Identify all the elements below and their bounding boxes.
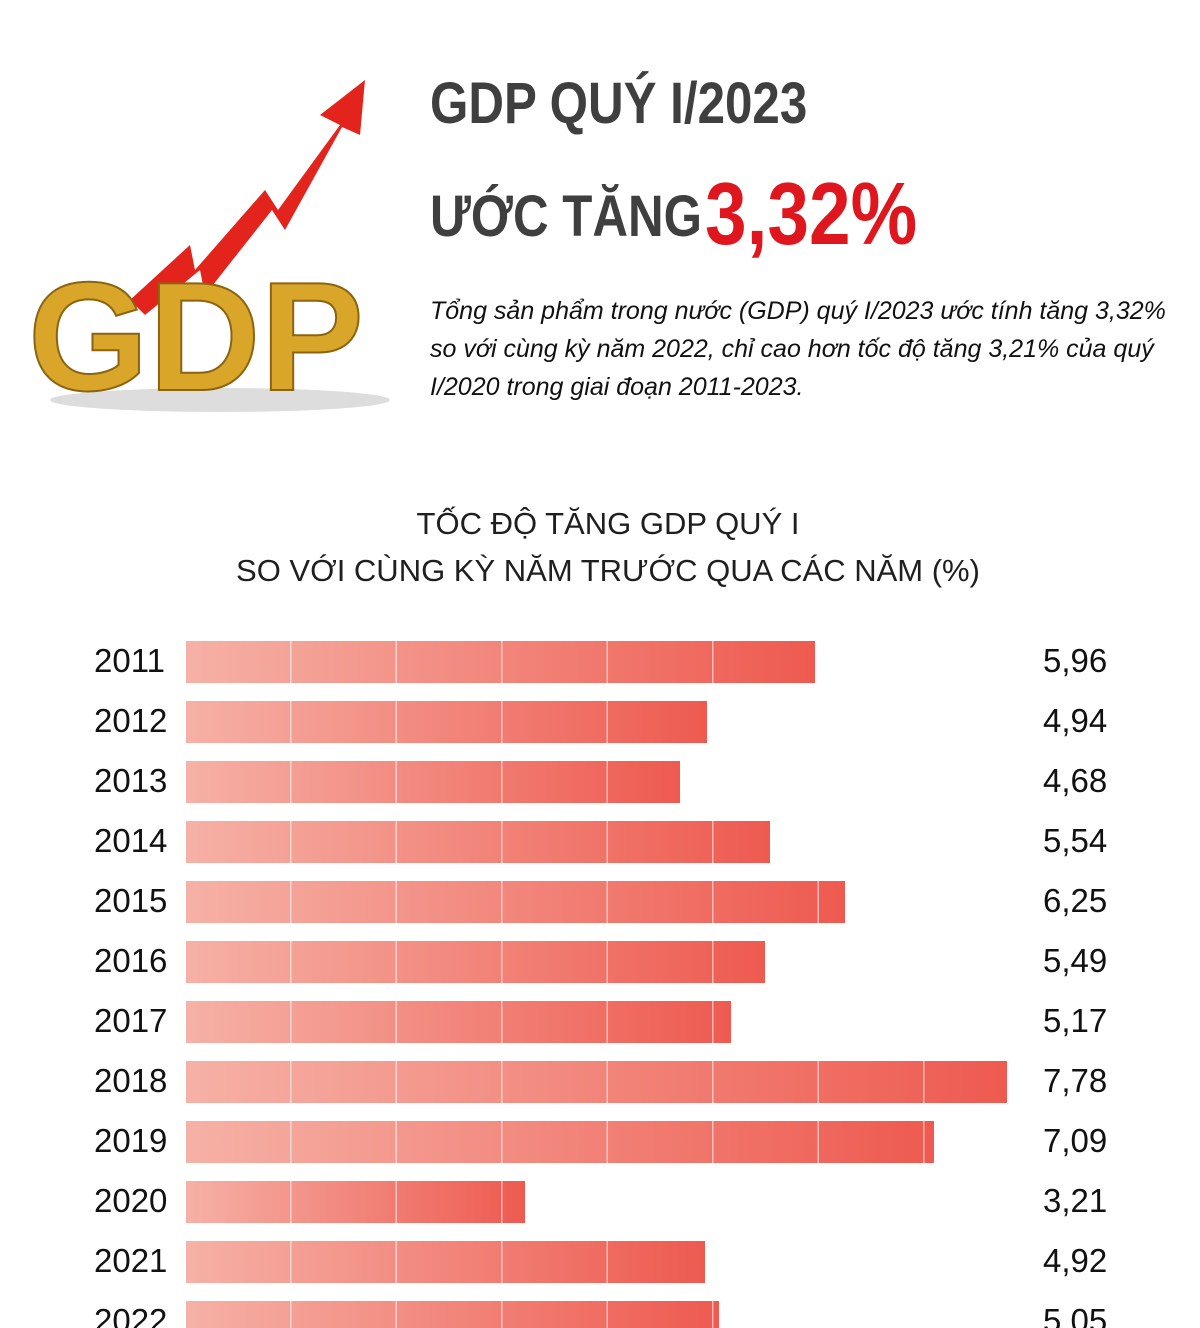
bar (186, 1181, 525, 1223)
value-label: 7,78 (1043, 1062, 1108, 1099)
value-label: 4,92 (1043, 1242, 1108, 1279)
value-label: 4,94 (1043, 702, 1108, 739)
bar (186, 1121, 934, 1163)
title: GDP QUÝ I/2023 (430, 71, 808, 136)
category-label: 2012 (94, 702, 168, 739)
logo-text: GDP (28, 250, 364, 420)
highlight: 3,32% (705, 164, 918, 263)
value-label: 5,54 (1043, 822, 1108, 859)
bar (186, 1001, 732, 1043)
bar (186, 821, 771, 863)
value-label: 5,17 (1043, 1002, 1108, 1039)
category-label: 2015 (94, 882, 168, 919)
bar (186, 881, 846, 923)
lead: ƯỚC TĂNG (430, 184, 702, 249)
arrow (130, 80, 365, 315)
shadow (50, 388, 390, 412)
category-label: 2016 (94, 942, 168, 979)
bar (186, 761, 680, 803)
category-label: 2014 (94, 822, 168, 859)
value-label: 3,21 (1043, 1182, 1108, 1219)
category-label: 2018 (94, 1062, 168, 1099)
category-label: 2019 (94, 1122, 168, 1159)
value-label: 6,25 (1043, 882, 1108, 919)
bar (186, 941, 766, 983)
value-label: 4,68 (1043, 762, 1108, 799)
value-label: 5,05 (1043, 1302, 1108, 1328)
category-label: 2013 (94, 762, 168, 799)
category-label: 2021 (94, 1242, 168, 1279)
value-label: 5,49 (1043, 942, 1108, 979)
description: Tổng sản phẩm trong nước (GDP) quý I/202… (430, 297, 1166, 401)
bar (186, 1301, 719, 1328)
category-label: 2022 (94, 1302, 168, 1328)
value-label: 5,96 (1043, 642, 1108, 679)
category-label: 2011 (94, 642, 165, 679)
bar (186, 701, 708, 743)
bar (186, 1241, 706, 1283)
category-label: 2020 (94, 1182, 168, 1219)
bar (186, 641, 815, 683)
gdp-graphic: GDP (27, 80, 390, 420)
bar (186, 1061, 1007, 1103)
value-label: 7,09 (1043, 1122, 1108, 1159)
chart-subtitle: SO VỚI CÙNG KỲ NĂM TRƯỚC QUA CÁC NĂM (%) (236, 553, 980, 588)
category-label: 2017 (94, 1002, 168, 1039)
chart-title: TỐC ĐỘ TĂNG GDP QUÝ I (416, 506, 800, 541)
